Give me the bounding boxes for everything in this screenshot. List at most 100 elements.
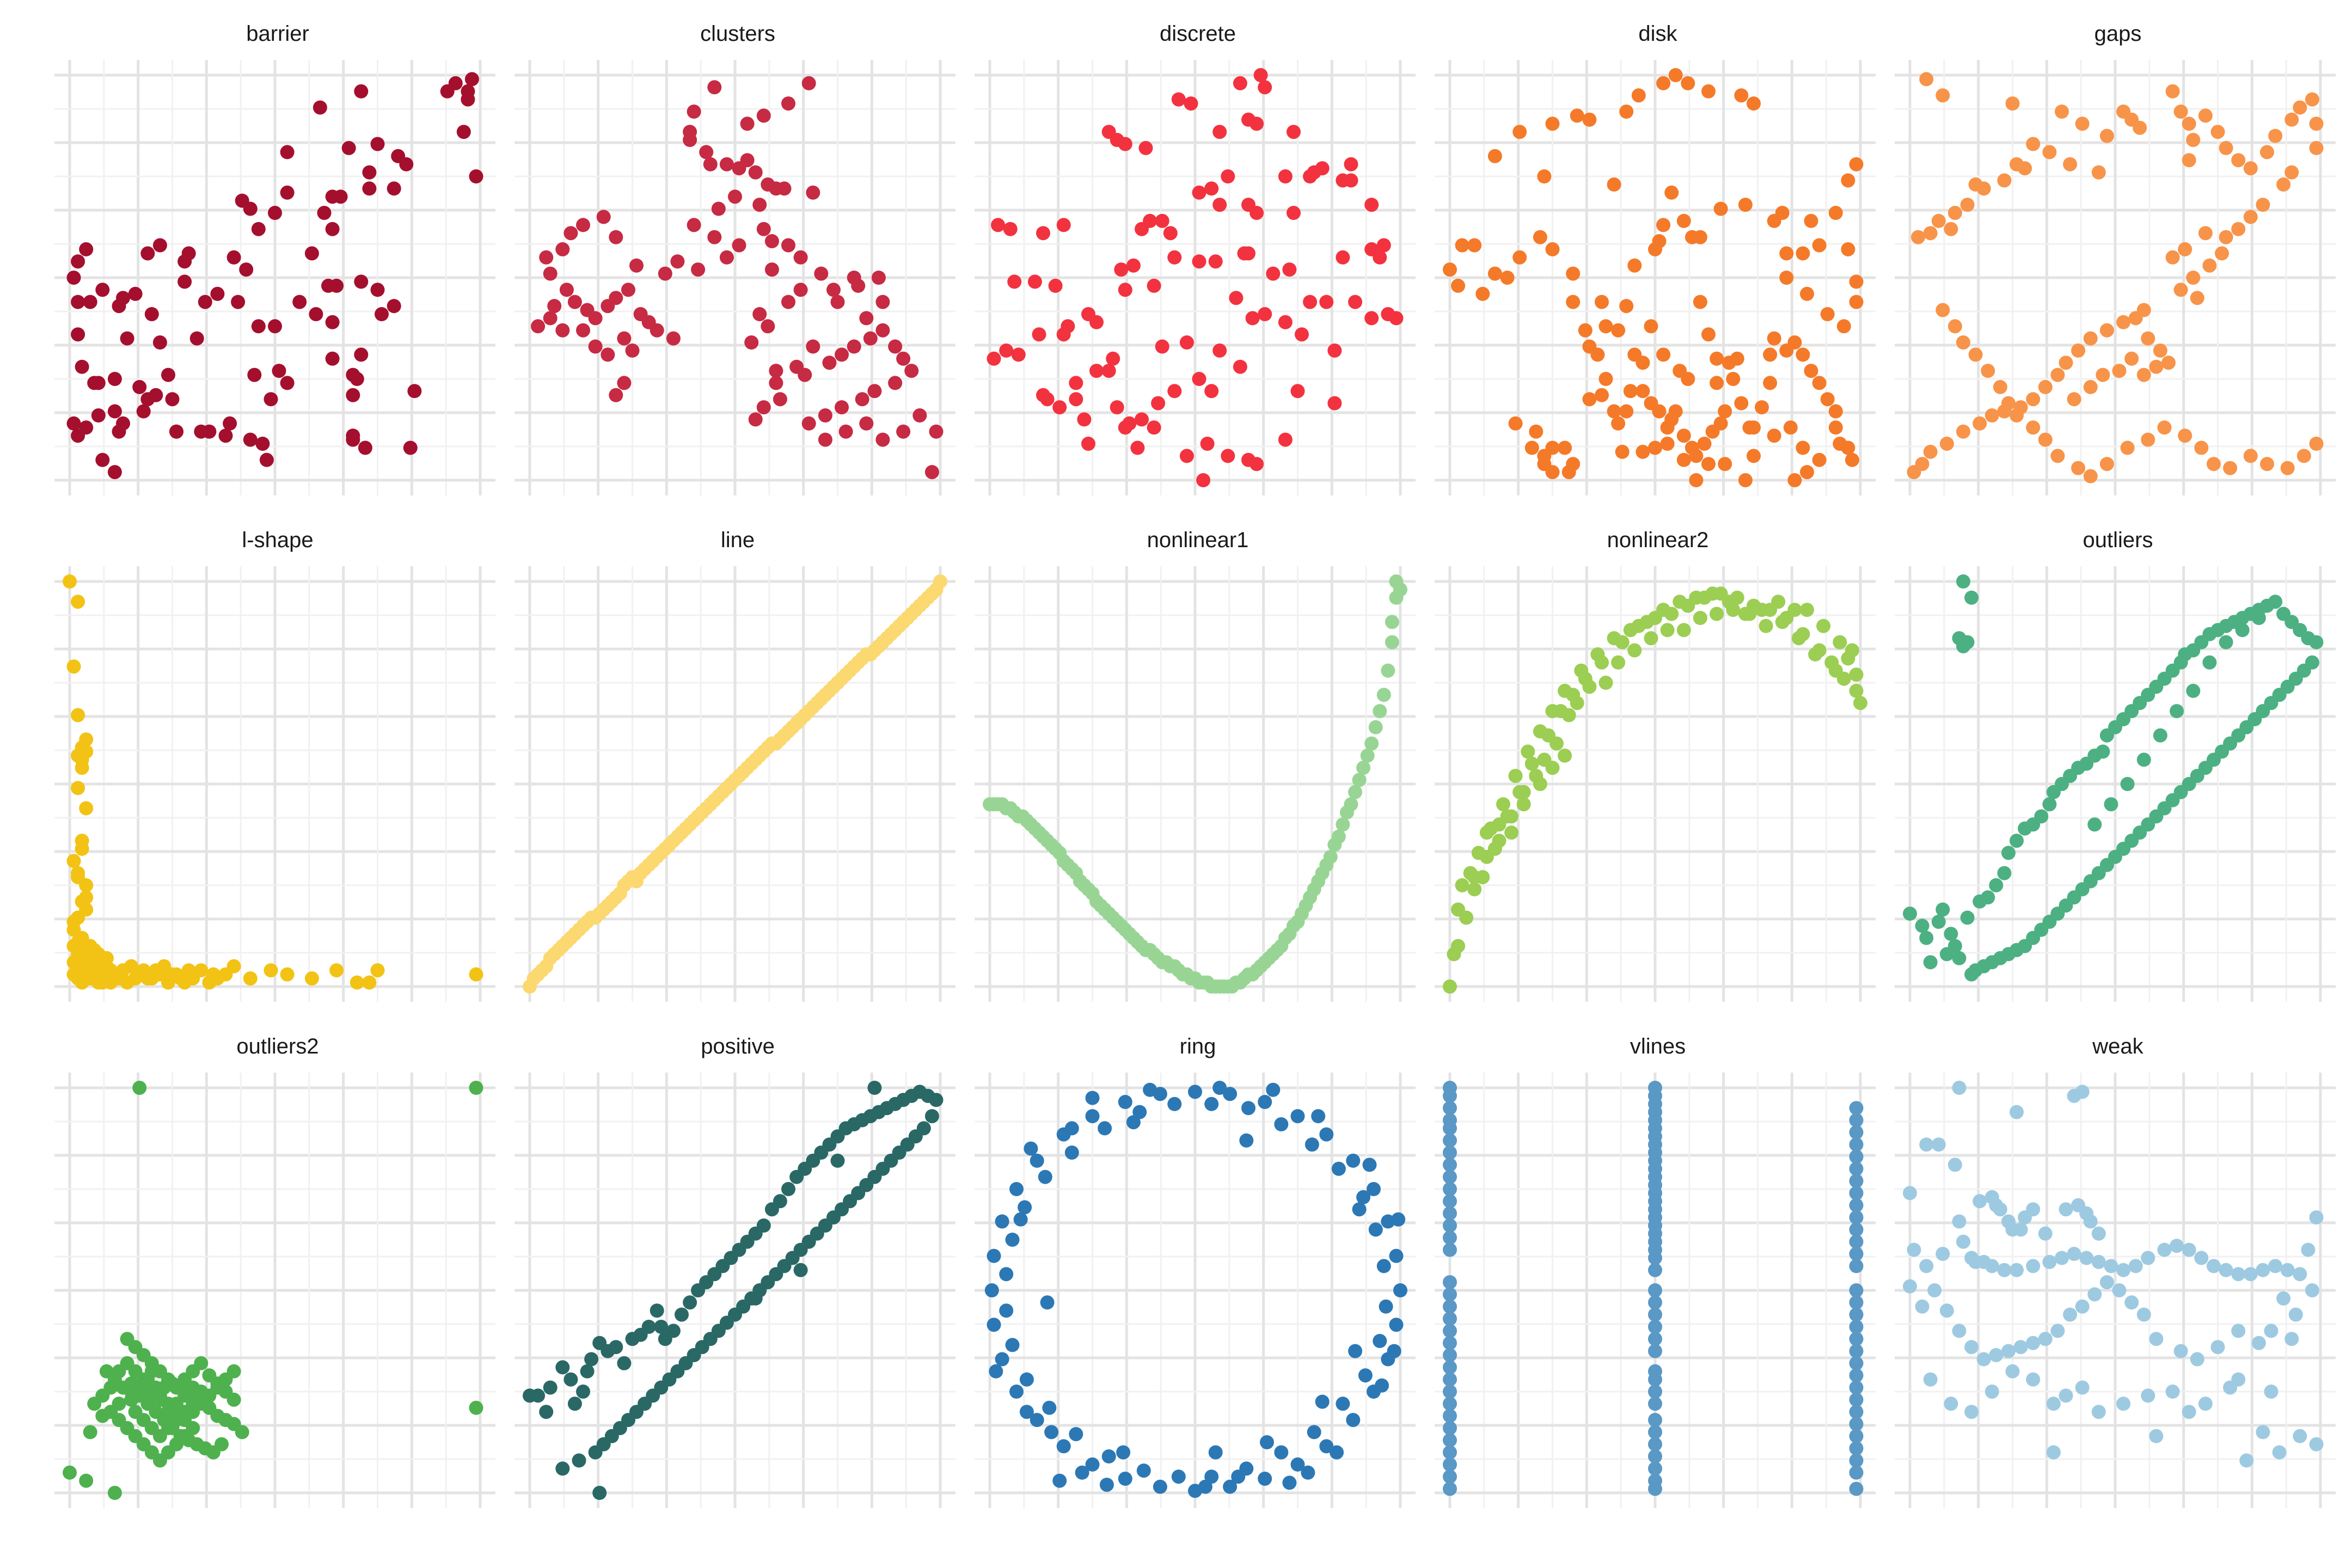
scatter-point: [2124, 1295, 2139, 1310]
scatter-point: [2050, 1324, 2065, 1338]
scatter-point: [1443, 1157, 1457, 1172]
scatter-point: [1976, 1352, 1991, 1367]
scatter-point: [235, 1425, 249, 1440]
facet-title: outliers2: [236, 1034, 319, 1058]
scatter-point: [609, 388, 623, 402]
scatter-point: [1923, 1372, 1938, 1387]
scatter-point: [638, 862, 652, 877]
scatter-point: [576, 1385, 590, 1399]
scatter-point: [2210, 1340, 2225, 1355]
scatter-point: [806, 185, 820, 200]
scatter-point: [1069, 392, 1083, 407]
scatter-point: [1237, 246, 1252, 261]
scatter-point: [1005, 1233, 1020, 1247]
scatter-point: [1849, 667, 1864, 682]
scatter-point: [2202, 655, 2217, 670]
scatter-point: [1336, 1396, 1350, 1411]
scatter-point: [1336, 250, 1350, 265]
scatter-point: [1549, 736, 1564, 751]
scatter-point: [1964, 1340, 1979, 1355]
scatter-point: [826, 283, 841, 297]
scatter-point: [1533, 777, 1547, 791]
scatter-point: [1346, 1153, 1361, 1168]
scatter-point: [2165, 84, 2180, 99]
scatter-point: [1648, 1307, 1662, 1322]
scatter-point: [2099, 128, 2114, 143]
scatter-point: [1301, 1465, 1315, 1480]
scatter-point: [1648, 1283, 1662, 1297]
scatter-point: [1135, 222, 1149, 236]
scatter-point: [2239, 1453, 2254, 1468]
scatter-point: [592, 1486, 607, 1500]
scatter-point: [1561, 708, 1576, 722]
scatter-point: [1221, 449, 1235, 463]
scatter-point: [609, 291, 623, 305]
scatter-point: [875, 432, 890, 447]
scatter-point: [317, 206, 332, 220]
scatter-point: [2149, 359, 2164, 374]
scatter-point: [1566, 266, 1581, 281]
scatter-point: [1849, 1149, 1864, 1164]
scatter-point: [1915, 918, 1930, 933]
scatter-point: [2235, 623, 2250, 638]
scatter-point: [1636, 384, 1650, 399]
scatter-point: [1304, 1137, 1319, 1152]
scatter-point: [1331, 829, 1346, 844]
scatter-point: [1030, 1413, 1044, 1428]
scatter-point: [1443, 1421, 1457, 1435]
scatter-point: [1964, 590, 1979, 605]
scatter-point: [1027, 274, 1042, 289]
facet-title: vlines: [1630, 1034, 1686, 1058]
scatter-point: [752, 748, 767, 763]
scatter-point: [1952, 1214, 1967, 1229]
scatter-point: [1385, 615, 1399, 629]
scatter-point: [2042, 1254, 2057, 1269]
scatter-point: [1627, 258, 1642, 273]
scatter-point: [2276, 1291, 2291, 1306]
scatter-point: [1812, 452, 1827, 467]
scatter-point: [728, 189, 742, 204]
scatter-point: [1558, 683, 1572, 698]
scatter-point: [2198, 1396, 2213, 1411]
scatter-point: [1443, 1469, 1457, 1484]
scatter-point: [140, 246, 155, 261]
scatter-point: [818, 688, 832, 702]
scatter-point: [189, 331, 204, 346]
scatter-point: [838, 424, 853, 439]
scatter-point: [1147, 278, 1161, 293]
scatter-point: [896, 424, 911, 439]
scatter-point: [2026, 1259, 2041, 1273]
scatter-point: [1192, 185, 1206, 200]
scatter-point: [1566, 457, 1581, 471]
scatter-point: [2243, 1267, 2258, 1282]
scatter-point: [863, 331, 878, 346]
scatter-point: [1504, 809, 1519, 824]
scatter-point: [1443, 1133, 1457, 1148]
scatter-point: [2243, 449, 2258, 463]
facet-positive: positive: [514, 1034, 961, 1524]
scatter-point: [2087, 817, 2102, 832]
scatter-point: [1956, 1234, 1970, 1249]
scatter-point: [1648, 1481, 1662, 1496]
scatter-point: [1973, 416, 1987, 431]
scatter-point: [1389, 574, 1404, 589]
scatter-point: [2112, 1283, 2127, 1297]
scatter-point: [370, 963, 385, 978]
scatter-point: [1631, 88, 1646, 103]
scatter-point: [567, 295, 582, 309]
scatter-point: [243, 432, 258, 447]
scatter-point: [1221, 169, 1235, 183]
scatter-point: [2231, 1267, 2246, 1282]
scatter-point: [1504, 825, 1519, 840]
scatter-point: [264, 392, 278, 407]
scatter-point: [1849, 1198, 1864, 1212]
scatter-point: [1939, 1303, 1954, 1318]
scatter-point: [2001, 846, 2016, 860]
scatter-point: [1048, 278, 1063, 293]
scatter-point: [1537, 449, 1552, 463]
scatter-point: [1570, 108, 1584, 123]
scatter-point: [218, 428, 233, 443]
scatter-point: [1389, 590, 1404, 605]
scatter-point: [362, 165, 377, 180]
scatter-point: [1648, 1425, 1662, 1440]
